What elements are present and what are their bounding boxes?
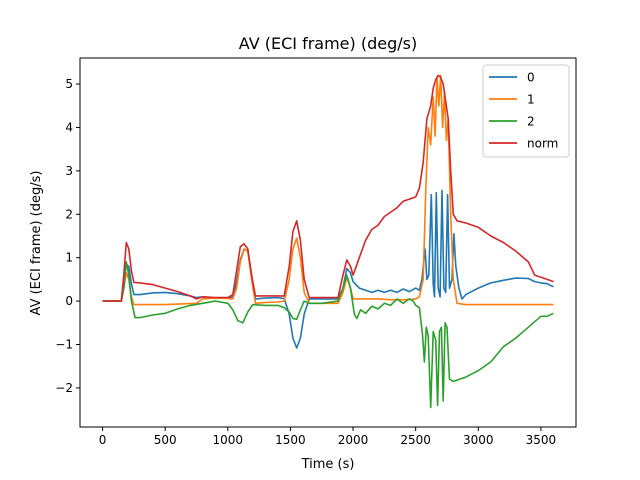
legend-label-0: 0 [527,71,535,85]
x-axis-ticks: 0 500 1000 1500 2000 2500 3000 3500 [99,427,556,447]
y-axis-label: AV (ECI frame) (deg/s) [29,171,44,316]
x-tick-label: 1000 [213,433,244,447]
legend-box [482,64,570,158]
y-tick-label: −2 [55,381,73,395]
y-tick-label: 2 [65,207,73,221]
y-tick-label: 5 [65,77,73,91]
series-line-2 [102,261,554,409]
chart-title: AV (ECI frame) (deg/s) [239,34,417,53]
plot-area: 0 500 1000 1500 2000 2500 3000 3500 −2 −1 0 1 2 3 4 5 [55,57,577,447]
y-axis-ticks: −2 −1 0 1 2 3 4 5 [55,77,80,395]
x-tick-label: 2000 [338,433,369,447]
y-tick-label: 3 [65,164,73,178]
x-tick-label: 1500 [275,433,306,447]
y-tick-label: 0 [65,294,73,308]
legend-label-norm: norm [527,137,558,151]
legend-label-1: 1 [527,93,535,107]
series-layer [102,74,554,409]
x-tick-label: 2500 [400,433,431,447]
y-tick-label: 4 [65,120,73,134]
x-tick-label: 500 [154,433,177,447]
x-axis-label: Time (s) [301,457,355,472]
series-line-1 [102,74,554,306]
x-tick-label: 3500 [526,433,557,447]
legend: 0 1 2 norm [482,64,570,158]
x-tick-label: 0 [99,433,107,447]
legend-label-2: 2 [527,115,535,129]
axes-frame [79,57,577,428]
x-tick-label: 3000 [463,433,494,447]
y-tick-label: −1 [55,338,73,352]
y-tick-label: 1 [65,251,73,265]
series-line-norm [102,74,554,302]
